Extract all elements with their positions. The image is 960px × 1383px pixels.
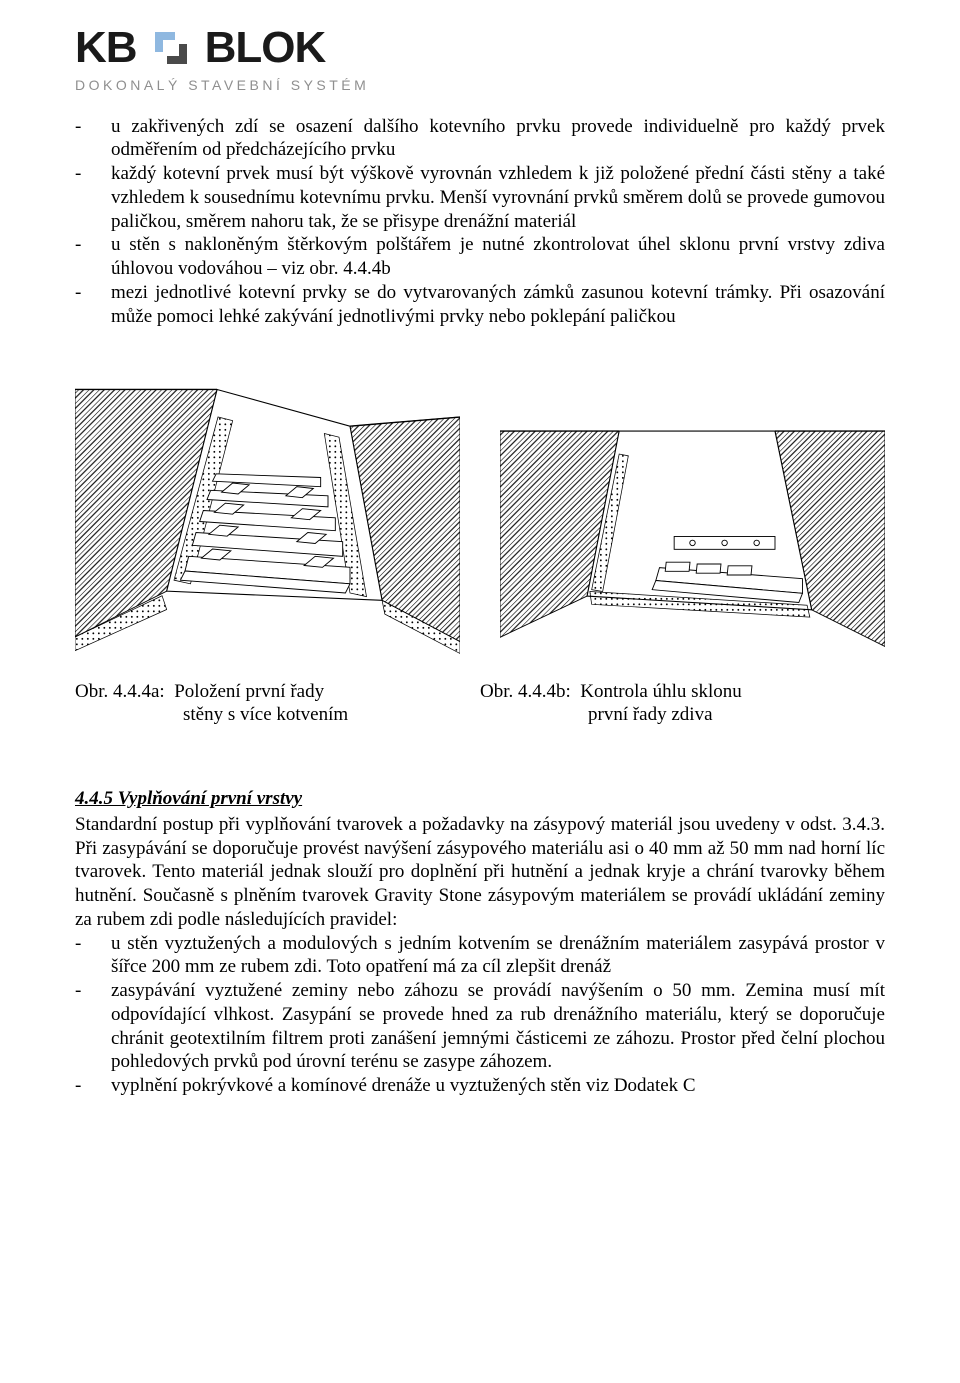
- caption-line: stěny s více kotvením: [75, 703, 480, 727]
- bullet-text: u zakřivených zdí se osazení dalšího kot…: [111, 116, 885, 161]
- logo-row: KB BLOK: [75, 20, 885, 75]
- logo: KB BLOK DOKONALÝ STAVEBNÍ SYSTÉM: [75, 20, 885, 95]
- caption-line: Obr. 4.4.4a: Položení první řady: [75, 680, 480, 704]
- caption-text: Položení první řady: [174, 681, 324, 702]
- figure-4-4-4b: [500, 399, 885, 656]
- logo-kb-text: KB: [75, 20, 137, 75]
- list-item: vyplnění pokrývkové a komínové drenáže u…: [75, 1074, 885, 1098]
- bullet-text: u stěn vyztužených a modulových s jedním…: [111, 933, 885, 978]
- caption-line: první řady zdiva: [480, 703, 885, 727]
- logo-tagline: DOKONALÝ STAVEBNÍ SYSTÉM: [75, 77, 885, 95]
- top-bullet-list: u zakřivených zdí se osazení dalšího kot…: [75, 115, 885, 329]
- list-item: u stěn vyztužených a modulových s jedním…: [75, 932, 885, 980]
- bullet-text: zasypávání vyztužené zeminy nebo záhozu …: [111, 980, 885, 1072]
- caption-right: Obr. 4.4.4b: Kontrola úhlu sklonu první …: [480, 680, 885, 728]
- captions-row: Obr. 4.4.4a: Položení první řady stěny s…: [75, 680, 885, 728]
- figure-4-4-4a: [75, 362, 460, 655]
- logo-glyph-icon: [151, 28, 191, 68]
- caption-text: Kontrola úhlu sklonu: [580, 681, 742, 702]
- section-heading: 4.4.5 Vyplňování první vrstvy: [75, 787, 885, 811]
- logo-blok-text: BLOK: [205, 20, 326, 75]
- figures-row: [75, 362, 885, 655]
- list-item: každý kotevní prvek musí být výškově vyr…: [75, 162, 885, 233]
- list-item: zasypávání vyztužené zeminy nebo záhozu …: [75, 979, 885, 1074]
- list-item: u zakřivených zdí se osazení dalšího kot…: [75, 115, 885, 163]
- bullet-text: u stěn s nakloněným štěrkovým polštářem …: [111, 234, 885, 279]
- caption-line: Obr. 4.4.4b: Kontrola úhlu sklonu: [480, 680, 885, 704]
- diagram-trench-b-icon: [500, 399, 885, 656]
- bullet-text: každý kotevní prvek musí být výškově vyr…: [111, 163, 885, 232]
- caption-ref: Obr. 4.4.4b:: [480, 681, 571, 702]
- section-paragraph: Standardní postup při vyplňování tvarove…: [75, 813, 885, 932]
- caption-ref: Obr. 4.4.4a:: [75, 681, 165, 702]
- list-item: mezi jednotlivé kotevní prvky se do vytv…: [75, 281, 885, 329]
- bullet-text: mezi jednotlivé kotevní prvky se do vytv…: [111, 282, 885, 327]
- bullet-text: vyplnění pokrývkové a komínové drenáže u…: [111, 1075, 696, 1096]
- list-item: u stěn s nakloněným štěrkovým polštářem …: [75, 233, 885, 281]
- diagram-trench-a-icon: [75, 362, 460, 655]
- caption-left: Obr. 4.4.4a: Položení první řady stěny s…: [75, 680, 480, 728]
- section-bullet-list: u stěn vyztužených a modulových s jedním…: [75, 932, 885, 1098]
